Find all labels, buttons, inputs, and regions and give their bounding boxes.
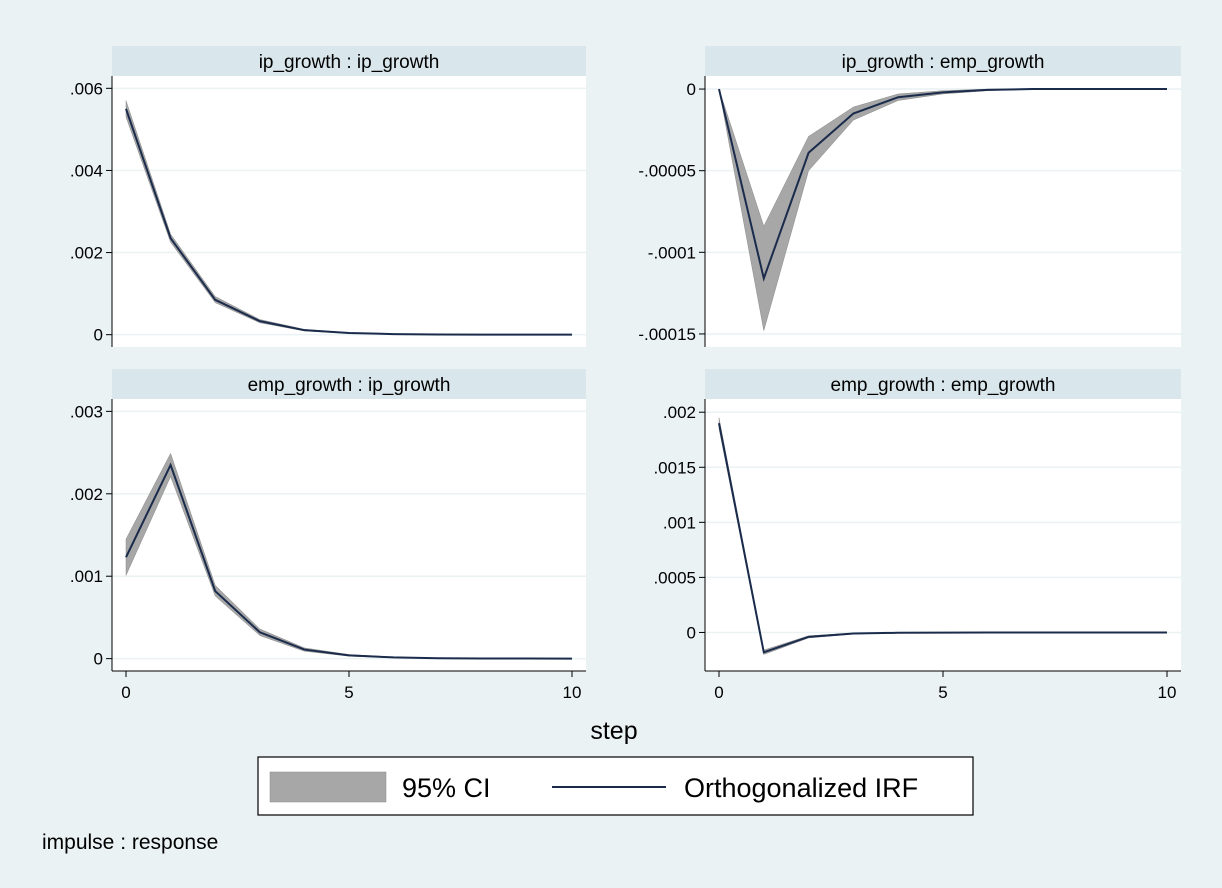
panel-emp-emp: emp_growth : emp_growth 0 .0005 .001 .0015 .0… (653, 369, 1181, 702)
y-tick-label: .001 (663, 513, 696, 532)
panel-title: emp_growth : ip_growth (248, 375, 451, 396)
legend-irf-label: Orthogonalized IRF (684, 773, 918, 803)
panel-title-strip (112, 46, 586, 76)
panel-title-strip (705, 369, 1181, 399)
x-tick-label: 5 (938, 683, 947, 702)
irf-line (718, 88, 1167, 282)
panel-title: ip_growth : ip_growth (259, 52, 440, 73)
x-tick-label: 10 (563, 683, 582, 702)
y-tick-label: .002 (70, 244, 103, 263)
legend-ci-swatch (269, 771, 387, 803)
y-tick-label: .003 (70, 402, 103, 421)
panel-emp-ip: emp_growth : ip_growth 0 .001 .002 .003 0 5 10 (70, 369, 586, 702)
irf-line (125, 108, 573, 336)
y-tick-label: .002 (70, 485, 103, 504)
y-tick-label: .0015 (653, 458, 696, 477)
panel-ip-ip: ip_growth : ip_growth 0 .002 .004 .006 (70, 46, 586, 347)
ci-band (718, 88, 1167, 331)
y-tick-label: 0 (94, 326, 103, 345)
x-tick-label: 0 (121, 683, 130, 702)
panel-title: emp_growth : emp_growth (831, 375, 1056, 396)
panel-ip-emp: ip_growth : emp_growth -.00015 -.0001 -.000… (638, 46, 1181, 347)
y-tick-label: .004 (70, 161, 103, 180)
y-tick-label: -.0001 (648, 243, 696, 262)
footnote: impulse : response (42, 831, 218, 854)
y-tick-label: 0 (687, 623, 696, 642)
panel-title: ip_growth : emp_growth (842, 52, 1045, 73)
x-tick-label: 0 (714, 683, 723, 702)
plot-area (112, 76, 586, 347)
plot-area (112, 399, 586, 671)
y-tick-label: .001 (70, 567, 103, 586)
panel-title-strip (705, 46, 1181, 76)
y-tick-label: 0 (94, 650, 103, 669)
panel-title-strip (112, 369, 586, 399)
legend-ci-label: 95% CI (402, 773, 491, 803)
y-tick-label: -.00005 (638, 162, 696, 181)
y-tick-label: 0 (687, 80, 696, 99)
irf-line (125, 462, 573, 660)
y-tick-label: -.00015 (638, 325, 696, 344)
legend: 95% CI Orthogonalized IRF (257, 756, 974, 816)
x-tick-label: 10 (1158, 683, 1177, 702)
x-tick-label: 5 (344, 683, 353, 702)
x-axis-label: step (590, 717, 637, 745)
y-tick-label: .006 (70, 79, 103, 98)
y-tick-label: .002 (663, 403, 696, 422)
irf-line (718, 423, 1167, 654)
y-tick-label: .0005 (653, 568, 696, 587)
plot-area (705, 399, 1181, 671)
panels-group: ip_growth : ip_growth0.002.004.006ip_gro… (70, 46, 1181, 702)
